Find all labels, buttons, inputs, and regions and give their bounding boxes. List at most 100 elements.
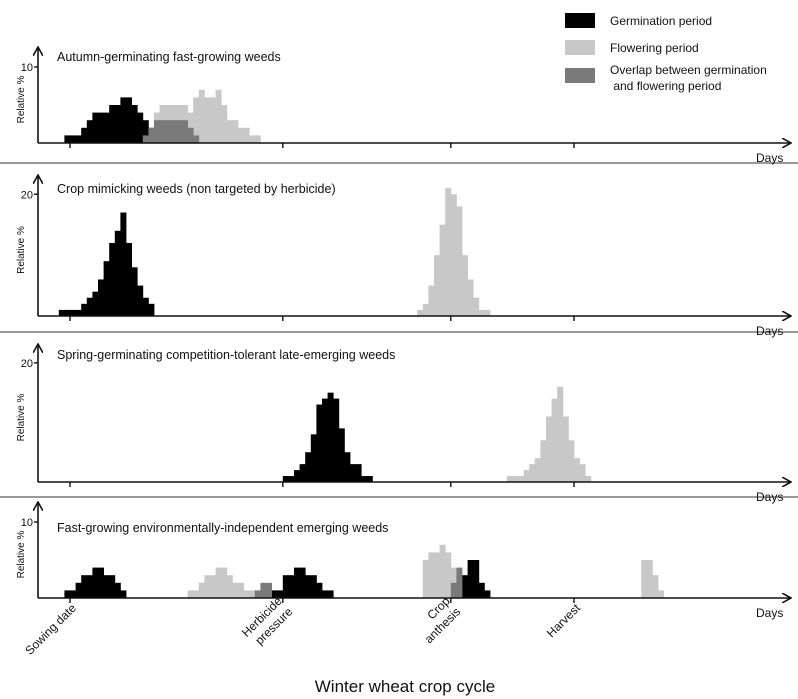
legend-swatch-2 bbox=[565, 40, 595, 55]
bar-p3-flowering-6 bbox=[540, 440, 547, 482]
bar-p4-flowering-22 bbox=[658, 590, 664, 598]
bar-p4-germination-11 bbox=[271, 590, 278, 598]
bar-p1-germination-12 bbox=[131, 105, 138, 143]
bar-p4-germination-17 bbox=[305, 575, 312, 598]
bar-p4-flowering-7 bbox=[226, 575, 233, 598]
bar-p1-flowering-18 bbox=[254, 135, 261, 143]
bar-p2-flowering-5 bbox=[445, 188, 452, 316]
bar-p3-germination-3 bbox=[299, 464, 306, 482]
bar-p3-flowering-4 bbox=[529, 464, 536, 482]
bar-p4-overlap-3 bbox=[450, 582, 457, 598]
bars-layer bbox=[58, 89, 664, 598]
bar-p4-germination-25 bbox=[478, 582, 485, 598]
bar-p4-flowering-21 bbox=[652, 575, 659, 598]
y-tick-label-p3: 20 bbox=[21, 358, 33, 370]
bar-p1-flowering-7 bbox=[193, 97, 200, 143]
bar-p2-germination-7 bbox=[98, 279, 104, 316]
bar-p3-germination-6 bbox=[316, 404, 323, 482]
x-category-label-1: Sowing date bbox=[22, 601, 79, 658]
bar-p4-germination-5 bbox=[92, 567, 99, 598]
bar-p4-flowering-4 bbox=[210, 575, 216, 598]
bar-p4-flowering-8 bbox=[232, 582, 239, 598]
bar-p2-germination-12 bbox=[126, 242, 132, 316]
bar-p4-germination-16 bbox=[299, 567, 306, 598]
bar-p1-overlap-9 bbox=[193, 135, 200, 143]
bar-p2-germination-4 bbox=[81, 303, 88, 316]
bar-p2-germination-14 bbox=[137, 285, 144, 316]
bar-p3-flowering-7 bbox=[546, 416, 552, 482]
bar-p1-flowering-17 bbox=[249, 135, 256, 143]
bar-p1-overlap-3 bbox=[159, 120, 166, 143]
bar-p1-overlap-0 bbox=[142, 135, 149, 143]
legend-label-1: Germination period bbox=[610, 14, 712, 28]
bar-p3-flowering-5 bbox=[534, 458, 541, 482]
bar-p2-flowering-4 bbox=[439, 224, 446, 316]
bar-p1-overlap-4 bbox=[165, 120, 172, 143]
x-category-text-1: Sowing date bbox=[22, 601, 79, 658]
legend-swatch-1 bbox=[565, 13, 595, 28]
y-tick-label-p4: 10 bbox=[21, 517, 33, 529]
x-category-label-4: Harvest bbox=[544, 601, 584, 641]
bar-p3-germination-13 bbox=[355, 464, 362, 482]
bar-p2-flowering-12 bbox=[484, 309, 491, 316]
panel-title-1: Autumn-germinating fast-growing weeds bbox=[57, 50, 281, 64]
bar-p1-overlap-1 bbox=[148, 127, 155, 143]
bar-p4-flowering-12 bbox=[422, 560, 429, 598]
bar-p4-germination-3 bbox=[81, 575, 88, 598]
bar-p1-germination-0 bbox=[64, 135, 71, 143]
bar-p1-overlap-6 bbox=[176, 120, 183, 143]
bar-p4-flowering-15 bbox=[439, 544, 446, 598]
legend-label-line: and flowering period bbox=[610, 79, 721, 93]
legend-label-2: Flowering period bbox=[610, 41, 699, 55]
bar-p3-germination-9 bbox=[333, 398, 340, 482]
bar-p4-flowering-20 bbox=[646, 560, 653, 598]
bar-p1-germination-8 bbox=[109, 105, 116, 143]
legend-swatch-3 bbox=[565, 68, 595, 83]
bar-p2-flowering-8 bbox=[462, 255, 468, 316]
bar-p1-flowering-16 bbox=[243, 127, 250, 143]
bar-p1-flowering-11 bbox=[215, 89, 222, 143]
bar-p4-germination-13 bbox=[282, 575, 289, 598]
bar-p1-flowering-12 bbox=[221, 105, 228, 143]
bar-p2-germination-10 bbox=[114, 230, 121, 316]
legend-label-line: Germination period bbox=[610, 14, 712, 28]
bar-p4-germination-7 bbox=[103, 575, 110, 598]
legend: Germination period Flowering period Overla… bbox=[565, 13, 767, 93]
bar-p3-germination-2 bbox=[294, 470, 300, 482]
bar-p4-flowering-16 bbox=[445, 552, 452, 598]
bar-p4-germination-1 bbox=[70, 590, 76, 598]
bar-p2-germination-15 bbox=[142, 297, 149, 316]
bar-p3-flowering-8 bbox=[551, 398, 558, 482]
bar-p1-germination-3 bbox=[81, 127, 88, 143]
bar-p4-overlap-1 bbox=[260, 582, 267, 598]
y-tick-label-p1: 10 bbox=[21, 62, 33, 74]
bar-p1-flowering-8 bbox=[198, 89, 205, 143]
y-axis-label-p2: Relative % bbox=[16, 226, 27, 274]
bar-p4-germination-0 bbox=[64, 590, 71, 598]
bar-p4-flowering-9 bbox=[238, 582, 244, 598]
bar-p4-germination-8 bbox=[109, 575, 116, 598]
bar-p3-germination-15 bbox=[366, 476, 373, 482]
bar-p4-germination-15 bbox=[294, 567, 300, 598]
bar-p1-germination-1 bbox=[70, 135, 76, 143]
bar-p4-germination-14 bbox=[288, 575, 295, 598]
bar-p2-germination-8 bbox=[103, 261, 110, 316]
bar-p4-germination-2 bbox=[75, 582, 82, 598]
bar-p2-germination-9 bbox=[109, 242, 116, 316]
bar-p2-germination-5 bbox=[86, 297, 93, 316]
bar-p3-germination-7 bbox=[322, 398, 328, 482]
bar-p1-germination-7 bbox=[103, 112, 110, 143]
bar-p4-flowering-19 bbox=[641, 560, 648, 598]
x-category-line: Sowing date bbox=[22, 601, 79, 658]
days-label-p3: Days bbox=[756, 490, 783, 504]
days-label-p2: Days bbox=[756, 324, 783, 338]
bar-p3-germination-5 bbox=[310, 434, 317, 482]
bar-p2-germination-11 bbox=[120, 212, 127, 316]
bar-p2-flowering-2 bbox=[428, 285, 435, 316]
days-label-p1: Days bbox=[756, 151, 783, 165]
bar-p4-germination-26 bbox=[484, 590, 491, 598]
bar-p1-germination-14 bbox=[142, 120, 149, 143]
bar-p2-germination-6 bbox=[92, 291, 99, 316]
y-tick-label-p2: 20 bbox=[21, 189, 33, 201]
